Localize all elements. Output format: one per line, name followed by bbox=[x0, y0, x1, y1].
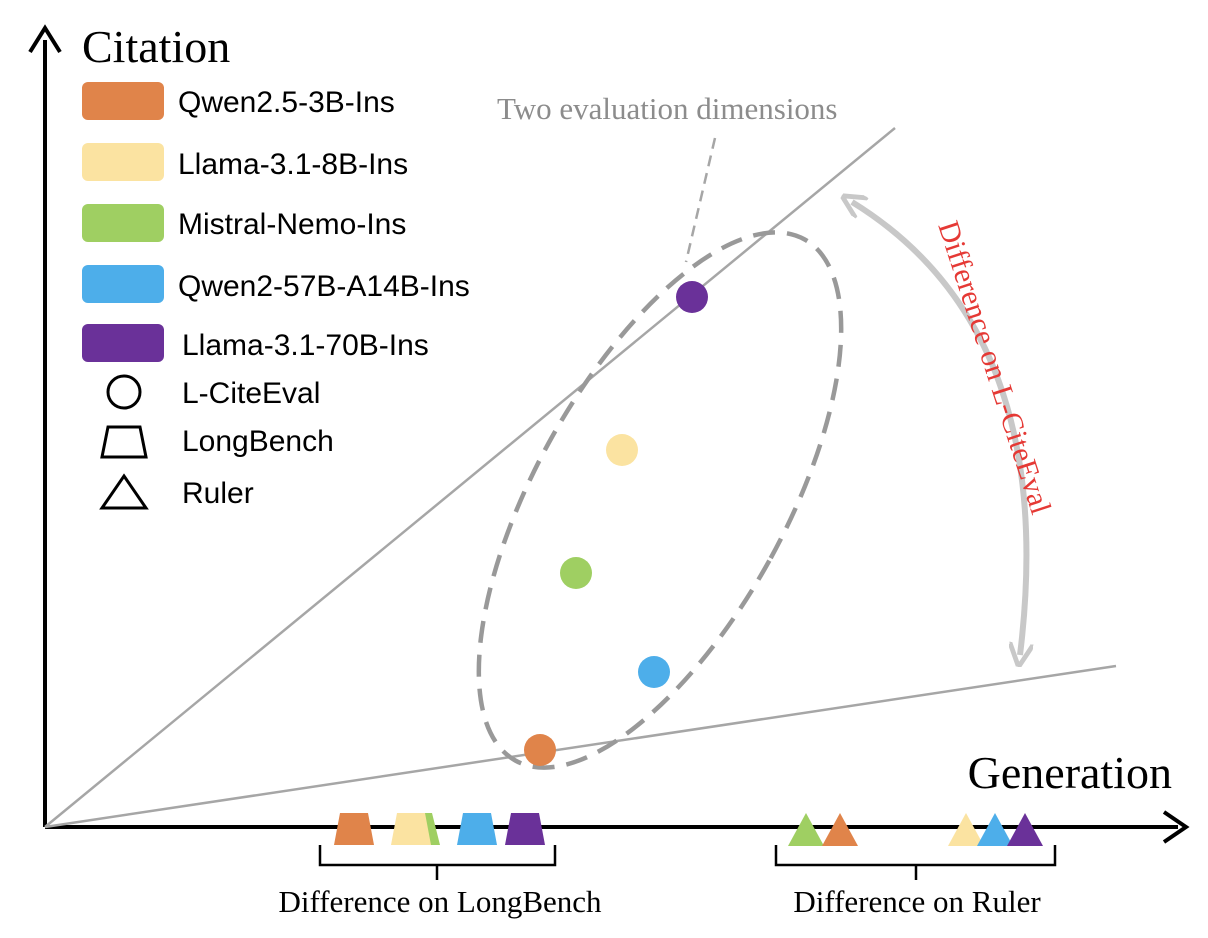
triangle-marker-llama-3.1-8b bbox=[948, 813, 984, 846]
trapezoid-marker-qwen2.5-3b bbox=[334, 813, 374, 845]
legend-label-llama-3.1-8b: Llama-3.1-8B-Ins bbox=[178, 148, 408, 181]
trapezoid-icon bbox=[100, 425, 148, 459]
triangle-icon bbox=[99, 473, 149, 510]
difference-on-citeeval-label: Difference on L-CiteEval bbox=[931, 217, 1057, 518]
trapezoid-marker-llama-3.1-70b bbox=[505, 813, 545, 845]
longbench-markers bbox=[334, 813, 545, 845]
ruler-brace-group: Difference on Ruler bbox=[774, 845, 1057, 919]
legend-swatch-qwen2.5-3b bbox=[82, 82, 164, 120]
evaluation-ellipse bbox=[476, 230, 844, 770]
legend-swatch-mistral-nemo bbox=[82, 204, 164, 242]
circle-point-llama-3.1-8b bbox=[606, 434, 638, 466]
upper-guide-line bbox=[44, 127, 896, 828]
longbench-brace-group: Difference on LongBench bbox=[278, 845, 602, 919]
triangle-marker-mistral-nemo bbox=[788, 813, 824, 846]
y-axis-arrowhead bbox=[28, 24, 62, 54]
guide-lines bbox=[44, 127, 1117, 829]
lower-guide-line bbox=[44, 664, 1117, 829]
legend-swatch-llama-3.1-8b bbox=[82, 143, 164, 181]
legend-label-mistral-nemo: Mistral-Nemo-Ins bbox=[178, 208, 406, 241]
difference-on-longbench-label: Difference on LongBench bbox=[278, 884, 602, 919]
citeeval-points bbox=[524, 281, 708, 766]
triangle-marker-llama-3.1-70b bbox=[1007, 813, 1043, 846]
legend-label-longbench: LongBench bbox=[182, 425, 334, 458]
legend-label-llama-3.1-70b: Llama-3.1-70B-Ins bbox=[182, 329, 429, 362]
citeeval-curved-arrow bbox=[852, 202, 1026, 655]
ruler-brace bbox=[774, 845, 1057, 880]
ruler-markers bbox=[788, 813, 1043, 846]
difference-on-ruler-label: Difference on Ruler bbox=[793, 884, 1041, 919]
legend: Qwen2.5-3B-Ins Llama-3.1-8B-Ins Mistral-… bbox=[82, 82, 470, 510]
annotation-pointer-line bbox=[684, 137, 717, 263]
two-dimensions-label: Two evaluation dimensions bbox=[497, 91, 838, 126]
x-axis-label: Generation bbox=[968, 747, 1172, 798]
y-axis-label: Citation bbox=[82, 21, 230, 72]
longbench-brace bbox=[318, 845, 557, 880]
legend-label-qwen2.5-3b: Qwen2.5-3B-Ins bbox=[178, 86, 395, 119]
legend-swatch-qwen2-57b bbox=[82, 265, 164, 303]
trapezoid-marker-llama-3.1-8b bbox=[391, 813, 431, 845]
legend-label-ruler: Ruler bbox=[182, 477, 254, 510]
axes: Citation Generation bbox=[28, 21, 1190, 844]
legend-label-l-citeeval: L-CiteEval bbox=[182, 377, 320, 410]
legend-swatch-llama-3.1-70b bbox=[82, 324, 164, 362]
circle-icon bbox=[106, 374, 142, 410]
legend-label-qwen2-57b: Qwen2-57B-A14B-Ins bbox=[178, 270, 470, 303]
x-axis-arrowhead bbox=[1162, 810, 1190, 844]
circle-point-qwen2-57b bbox=[638, 656, 670, 688]
triangle-marker-qwen2-57b bbox=[977, 813, 1013, 846]
circle-point-qwen2.5-3b bbox=[524, 734, 556, 766]
circle-point-mistral-nemo bbox=[560, 557, 592, 589]
circle-point-llama-3.1-70b bbox=[676, 281, 708, 313]
trapezoid-marker-qwen2-57b bbox=[457, 813, 497, 845]
triangle-marker-qwen2.5-3b bbox=[822, 813, 858, 846]
